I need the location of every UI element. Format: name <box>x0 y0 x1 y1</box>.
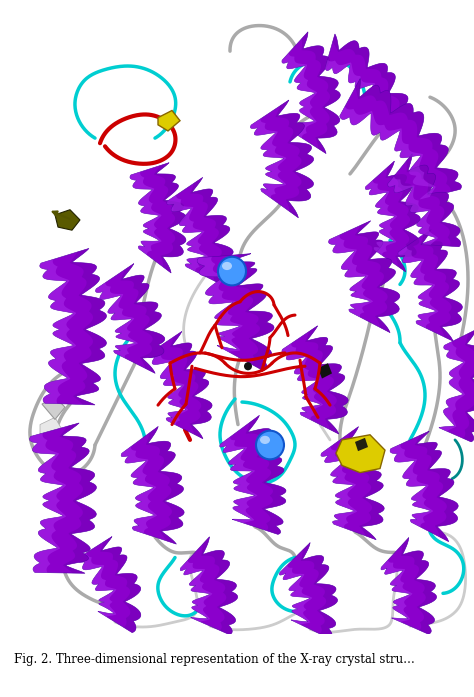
Polygon shape <box>318 363 332 378</box>
Polygon shape <box>365 181 397 255</box>
Polygon shape <box>148 348 188 425</box>
Polygon shape <box>190 178 233 286</box>
Polygon shape <box>439 330 474 442</box>
Polygon shape <box>388 176 438 245</box>
Polygon shape <box>170 332 212 438</box>
Polygon shape <box>321 427 384 539</box>
Polygon shape <box>100 537 141 633</box>
Polygon shape <box>201 537 237 634</box>
Polygon shape <box>355 79 461 192</box>
Polygon shape <box>336 435 385 473</box>
Polygon shape <box>280 565 312 625</box>
Polygon shape <box>40 418 62 442</box>
Polygon shape <box>246 415 286 535</box>
Polygon shape <box>301 32 340 153</box>
Polygon shape <box>365 161 420 272</box>
Polygon shape <box>420 229 462 342</box>
Polygon shape <box>282 53 317 138</box>
Polygon shape <box>180 560 212 622</box>
Polygon shape <box>29 433 66 573</box>
Polygon shape <box>250 100 314 218</box>
Ellipse shape <box>218 256 246 286</box>
Polygon shape <box>197 256 243 352</box>
Polygon shape <box>415 431 458 542</box>
Polygon shape <box>78 537 141 633</box>
Polygon shape <box>280 543 337 638</box>
Polygon shape <box>121 447 157 534</box>
Polygon shape <box>220 415 286 535</box>
Polygon shape <box>180 537 237 634</box>
Polygon shape <box>406 154 461 247</box>
Polygon shape <box>197 254 274 371</box>
Polygon shape <box>282 325 348 434</box>
Polygon shape <box>40 259 76 404</box>
Polygon shape <box>321 447 357 528</box>
Polygon shape <box>282 32 340 153</box>
Polygon shape <box>130 172 162 255</box>
Ellipse shape <box>256 431 284 459</box>
Polygon shape <box>60 423 96 573</box>
Polygon shape <box>401 537 437 634</box>
Polygon shape <box>355 438 368 451</box>
Polygon shape <box>325 34 412 123</box>
Ellipse shape <box>222 262 232 270</box>
Polygon shape <box>386 161 420 272</box>
Ellipse shape <box>244 362 252 370</box>
Polygon shape <box>96 263 165 374</box>
Polygon shape <box>282 344 323 420</box>
Polygon shape <box>275 100 314 218</box>
Polygon shape <box>381 560 412 622</box>
Polygon shape <box>220 437 257 523</box>
Polygon shape <box>328 235 373 317</box>
Polygon shape <box>463 330 474 442</box>
Polygon shape <box>78 553 117 617</box>
Polygon shape <box>340 79 461 199</box>
Ellipse shape <box>260 436 270 444</box>
Polygon shape <box>332 34 412 115</box>
Polygon shape <box>96 282 138 358</box>
Polygon shape <box>305 325 348 434</box>
Polygon shape <box>398 229 462 342</box>
Polygon shape <box>328 221 400 332</box>
Polygon shape <box>42 397 65 420</box>
Polygon shape <box>146 427 184 544</box>
Polygon shape <box>121 427 184 544</box>
Polygon shape <box>340 107 436 199</box>
Polygon shape <box>167 195 208 271</box>
Polygon shape <box>439 342 465 431</box>
Polygon shape <box>346 427 384 539</box>
Polygon shape <box>40 248 107 405</box>
Polygon shape <box>120 263 165 374</box>
Polygon shape <box>325 60 391 123</box>
Polygon shape <box>390 444 433 527</box>
Polygon shape <box>228 254 274 371</box>
Polygon shape <box>355 221 400 332</box>
Polygon shape <box>148 332 212 438</box>
Polygon shape <box>29 423 96 573</box>
Polygon shape <box>301 543 337 638</box>
Polygon shape <box>158 111 180 131</box>
Polygon shape <box>381 537 437 634</box>
Polygon shape <box>390 431 458 542</box>
Polygon shape <box>130 162 186 273</box>
Polygon shape <box>398 246 438 328</box>
Polygon shape <box>388 154 461 247</box>
Polygon shape <box>167 178 233 286</box>
Polygon shape <box>250 118 286 198</box>
Polygon shape <box>55 210 80 230</box>
Text: Fig. 2. Three-dimensional representation of the X-ray crystal stru…: Fig. 2. Three-dimensional representation… <box>14 652 415 666</box>
Polygon shape <box>70 248 107 405</box>
Polygon shape <box>154 162 186 273</box>
